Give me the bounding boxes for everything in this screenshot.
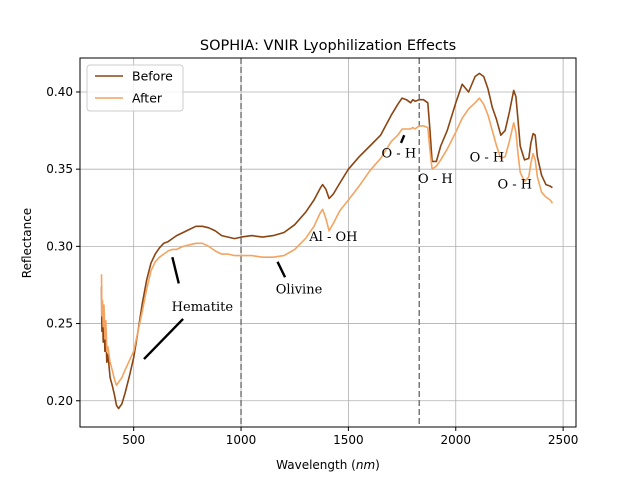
- x-tick-label: 1000: [226, 433, 257, 447]
- x-axis-label-unit: nm: [356, 458, 375, 472]
- annotation-label: O - H: [418, 172, 453, 187]
- plot-frame: [79, 57, 577, 428]
- annotation-leader: [276, 261, 287, 278]
- x-axis-label: Wavelength (nm): [276, 458, 380, 472]
- annotation-label: Al - OH: [308, 230, 357, 245]
- y-tick-label: 0.35: [46, 162, 73, 176]
- y-axis-label: Reflectance: [20, 208, 34, 278]
- x-axis-label-suffix: ): [375, 458, 380, 472]
- x-axis-label-prefix: Wavelength (: [276, 458, 356, 472]
- series-line-before: [100, 72, 553, 410]
- vertical-reference-lines: [240, 58, 421, 427]
- legend-label-before: Before: [132, 69, 173, 84]
- y-tick-label: 0.40: [46, 85, 73, 99]
- x-tick-label: 500: [122, 433, 145, 447]
- annotation-leader: [399, 134, 406, 144]
- series-line-after: [100, 97, 554, 387]
- y-tick-label: 0.25: [46, 317, 73, 331]
- x-tick-label: 1500: [333, 433, 364, 447]
- annotation-leader: [143, 318, 184, 360]
- annotation-label: O - H: [382, 147, 417, 162]
- y-tick-label: 0.30: [46, 239, 73, 253]
- annotation-label: Hematite: [172, 300, 234, 315]
- y-tick-label: 0.20: [46, 394, 73, 408]
- annotation-leader: [171, 256, 180, 284]
- x-tick-label: 2000: [440, 433, 471, 447]
- annotation-label: O - H: [470, 150, 505, 165]
- annotation-label: Olivine: [276, 282, 323, 297]
- x-axis-ticks: 500 1000 1500 2000 2500: [122, 427, 578, 447]
- legend: Before After: [86, 64, 184, 112]
- x-tick-label: 2500: [548, 433, 579, 447]
- chart-title: SOPHIA: VNIR Lyophilization Effects: [200, 38, 456, 54]
- annotation-label: O - H: [497, 177, 532, 192]
- series-lines: [100, 72, 554, 410]
- y-axis-ticks: 0.20 0.25 0.30 0.35 0.40: [46, 85, 80, 408]
- legend-label-after: After: [132, 91, 163, 106]
